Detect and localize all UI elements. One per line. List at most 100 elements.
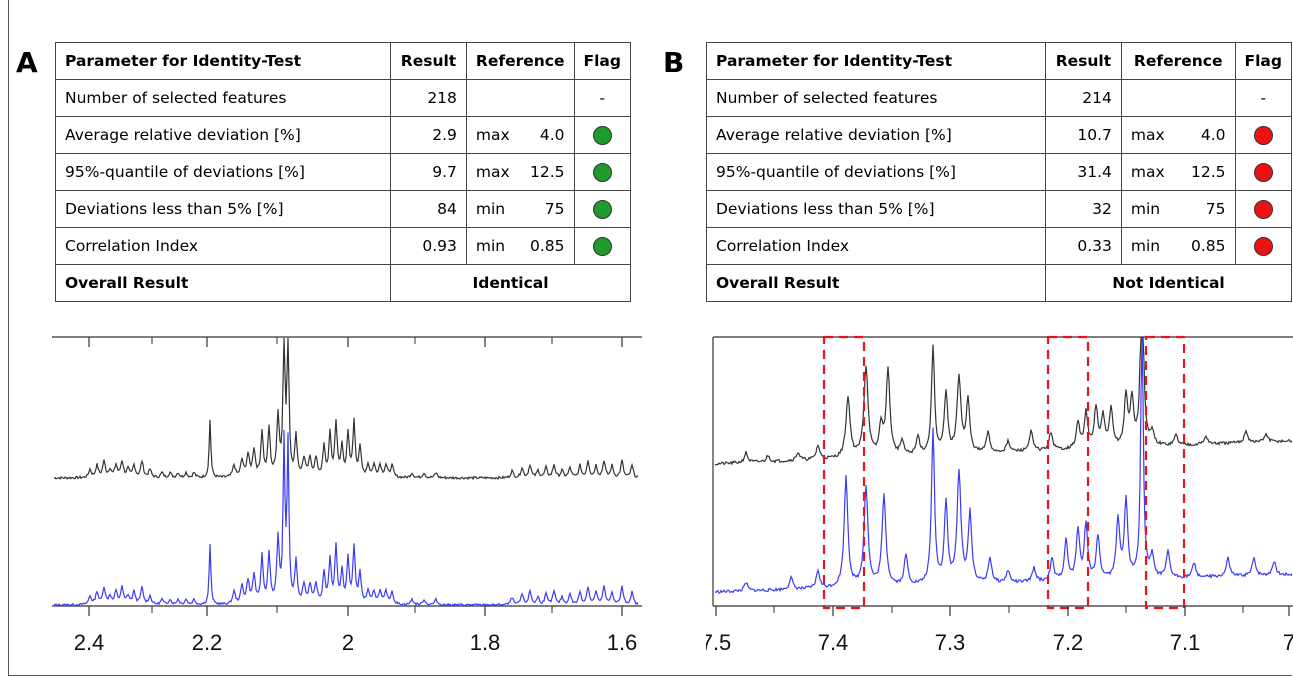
reference-cell: max 12.5 — [1120, 153, 1236, 191]
result-cell: 214 — [1044, 79, 1122, 117]
reference-cell — [465, 79, 575, 117]
header-flag: Flag — [1234, 42, 1292, 80]
header-reference: Reference — [465, 42, 575, 80]
x-tick-label: 7.1 — [1170, 630, 1201, 655]
table-header-row: Parameter for Identity-Test Result Refer… — [706, 42, 1292, 80]
flag-cell: - — [573, 79, 632, 117]
spectrum-plot-b: 7.5 7.4 7.3 7.2 7.1 7 — [706, 335, 1293, 655]
reference-cell: min 0.85 — [1120, 227, 1236, 265]
flag-cell — [573, 153, 632, 191]
overall-result-label: Overall Result — [54, 264, 392, 302]
reference-kind: max — [475, 126, 510, 144]
flag-cell — [1234, 153, 1292, 191]
identity-test-table-b: Parameter for Identity-Test Result Refer… — [706, 42, 1293, 302]
reference-cell: min 0.85 — [465, 227, 575, 265]
figure-frame — [8, 0, 1292, 676]
reference-value: 12.5 — [1190, 163, 1226, 181]
identity-test-table-a: Parameter for Identity-Test Result Refer… — [54, 42, 632, 302]
highlight-region-box — [822, 335, 866, 610]
result-cell: 32 — [1044, 190, 1122, 228]
reference-cell: max 12.5 — [465, 153, 575, 191]
reference-kind: min — [1130, 237, 1161, 255]
status-dot-icon — [1253, 162, 1273, 182]
panel-a-letter: A — [16, 46, 38, 79]
table-header-row: Parameter for Identity-Test Result Refer… — [54, 42, 632, 80]
overall-result-label: Overall Result — [706, 264, 1046, 302]
reference-spectrum-trace — [53, 429, 639, 607]
x-tick-label: 7 — [1283, 630, 1293, 655]
table-row: 95%-quantile of deviations [%] 9.7 max 12.5 — [54, 153, 632, 191]
result-cell: 9.7 — [390, 153, 467, 191]
flag-cell — [573, 227, 632, 265]
reference-cell: max 4.0 — [465, 116, 575, 154]
overall-result-row: Overall Result Identical — [54, 264, 631, 302]
overall-result-row: Overall Result Not Identical — [706, 264, 1293, 302]
overall-result-value: Identical — [390, 264, 631, 302]
table-row: Average relative deviation [%] 10.7 max 4.0 — [706, 116, 1292, 154]
table-row: Number of selected features 214 - — [706, 79, 1292, 117]
result-cell: 10.7 — [1044, 116, 1122, 154]
result-cell: 0.93 — [390, 227, 467, 265]
result-cell: 31.4 — [1044, 153, 1122, 191]
result-cell: 84 — [390, 190, 467, 228]
reference-value: 4.0 — [1200, 126, 1226, 144]
x-tick-label: 1.8 — [470, 630, 501, 655]
panel-b-letter: B — [663, 46, 685, 79]
x-tick-label: 7.2 — [1053, 630, 1084, 655]
reference-cell: max 4.0 — [1120, 116, 1236, 154]
reference-value: 0.85 — [530, 237, 565, 255]
header-parameter: Parameter for Identity-Test — [54, 42, 392, 80]
reference-value: 12.5 — [530, 163, 565, 181]
table-row: 95%-quantile of deviations [%] 31.4 max 12.… — [706, 153, 1292, 191]
flag-cell — [1234, 116, 1292, 154]
reference-value: 75 — [1205, 200, 1226, 218]
reference-value: 75 — [544, 200, 565, 218]
parameter-cell: Deviations less than 5% [%] — [706, 190, 1046, 228]
reference-value: 4.0 — [539, 126, 565, 144]
reference-kind: max — [1130, 126, 1165, 144]
flag-cell: - — [1234, 79, 1292, 117]
header-reference: Reference — [1120, 42, 1236, 80]
status-dot-icon — [1253, 199, 1273, 219]
table-row: Correlation Index 0.93 min 0.85 — [54, 227, 632, 265]
table-row: Deviations less than 5% [%] 32 min 75 — [706, 190, 1292, 228]
parameter-cell: 95%-quantile of deviations [%] — [706, 153, 1046, 191]
parameter-cell: 95%-quantile of deviations [%] — [54, 153, 392, 191]
flag-text: - — [599, 89, 606, 107]
spectrum-plot-a: 2.4 2.2 2 1.8 1.6 — [52, 336, 642, 655]
flag-cell — [1234, 190, 1292, 228]
reference-spectrum-trace — [714, 337, 1293, 594]
status-dot-icon — [1253, 236, 1273, 256]
x-tick-label: 7.5 — [706, 630, 731, 655]
sample-spectrum-trace — [714, 337, 1293, 466]
reference-kind: min — [475, 200, 506, 218]
table-row: Average relative deviation [%] 2.9 max 4.0 — [54, 116, 632, 154]
x-tick-label: 2.2 — [192, 630, 223, 655]
result-cell: 218 — [390, 79, 467, 117]
result-cell: 0.33 — [1044, 227, 1122, 265]
parameter-cell: Correlation Index — [706, 227, 1046, 265]
flag-cell — [1234, 227, 1292, 265]
header-result: Result — [390, 42, 467, 80]
table-row: Deviations less than 5% [%] 84 min 75 — [54, 190, 632, 228]
result-cell: 2.9 — [390, 116, 467, 154]
parameter-cell: Number of selected features — [706, 79, 1046, 117]
table-row: Number of selected features 218 - — [54, 79, 632, 117]
status-dot-icon — [592, 236, 612, 256]
reference-kind: min — [1130, 200, 1161, 218]
status-dot-icon — [592, 125, 612, 145]
parameter-cell: Number of selected features — [54, 79, 392, 117]
parameter-cell: Deviations less than 5% [%] — [54, 190, 392, 228]
x-tick-label: 7.4 — [818, 630, 849, 655]
x-tick-label: 2 — [342, 630, 354, 655]
header-result: Result — [1044, 42, 1122, 80]
table-row: Correlation Index 0.33 min 0.85 — [706, 227, 1292, 265]
parameter-cell: Average relative deviation [%] — [54, 116, 392, 154]
reference-kind: max — [475, 163, 510, 181]
overall-result-value: Not Identical — [1044, 264, 1293, 302]
reference-cell — [1120, 79, 1236, 117]
reference-cell: min 75 — [465, 190, 575, 228]
highlight-region-box — [1144, 335, 1186, 610]
status-dot-icon — [1253, 125, 1273, 145]
flag-text: - — [1260, 89, 1267, 107]
